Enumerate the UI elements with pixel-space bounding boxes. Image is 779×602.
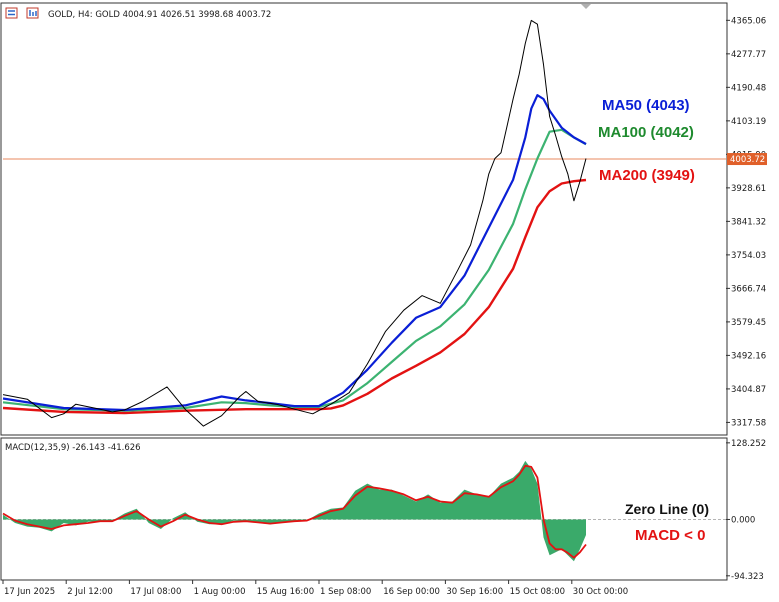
price-tick-label: 3754.03 [731, 251, 766, 261]
ma100-label: MA100 (4042) [598, 124, 694, 141]
ma50-line [2, 94, 587, 412]
current-price-value: 4003.72 [730, 155, 765, 165]
time-tick-label: 15 Oct 08:00 [510, 587, 565, 597]
current-price-tag [727, 153, 767, 166]
price-tick-label: 4190.48 [731, 83, 766, 93]
time-tick-label: 1 Aug 00:00 [194, 587, 246, 597]
price-tick-label: 3404.87 [731, 385, 766, 395]
time-tick-label: 30 Oct 00:00 [573, 587, 628, 597]
macd-series-layer [2, 460, 726, 562]
ma200-label: MA200 (3949) [599, 167, 695, 184]
time-tick-label: 16 Sep 00:00 [383, 587, 440, 597]
time-tick-label: 15 Aug 16:00 [257, 587, 314, 597]
chart-properties-icon[interactable] [5, 7, 18, 19]
price-tick-label: 3666.74 [731, 284, 766, 294]
macd-histogram [3, 460, 586, 562]
main-series-layer: 4003.72 [2, 19, 767, 427]
time-tick-label: 1 Sep 08:00 [320, 587, 371, 597]
time-tick-label: 17 Jun 2025 [4, 587, 55, 597]
price-tick-label: 4103.19 [731, 117, 766, 127]
price-tick-label: 3841.32 [731, 217, 766, 227]
macd-tick-label: 128.252 [731, 439, 766, 449]
price-tick-label: 3492.16 [731, 351, 766, 361]
price-series-line [2, 19, 587, 427]
macd-signal-line [2, 464, 587, 559]
main-price-axis: 4365.064277.774190.484103.194015.903928.… [726, 16, 766, 428]
macd-header: MACD(12,35,9) -26.143 -41.626 [5, 443, 141, 453]
zero-line-label: Zero Line (0) [625, 501, 709, 517]
time-axis: 17 Jun 2025 2 Jul 12:00 17 Jul 08:00 1 Aug … [2, 580, 628, 597]
macd-negative-label: MACD < 0 [635, 527, 705, 544]
macd-tick-label: 0.000 [731, 515, 755, 525]
shift-marker-icon[interactable] [581, 4, 591, 9]
symbol-header: GOLD, H4: GOLD 4004.91 4026.51 3998.68 4… [48, 10, 271, 20]
time-tick-label: 30 Sep 16:00 [446, 587, 503, 597]
macd-value-axis: 128.252 0.000 -94.323 [726, 439, 766, 582]
chart-toolbar-icons[interactable] [5, 7, 39, 19]
price-tick-label: 4277.77 [731, 50, 766, 60]
ma100-line [2, 128, 587, 412]
time-tick-label: 2 Jul 12:00 [67, 587, 113, 597]
ma200-line [2, 178, 587, 415]
main-chart-frame [0, 2, 728, 436]
price-tick-label: 4365.06 [731, 16, 766, 26]
price-tick-label: 3317.58 [731, 418, 766, 428]
price-tick-label: 3579.45 [731, 318, 766, 328]
time-tick-label: 17 Jul 08:00 [130, 587, 181, 597]
macd-tick-label: -94.323 [731, 572, 764, 582]
ma50-label: MA50 (4043) [602, 97, 690, 114]
price-tick-label: 3928.61 [731, 184, 766, 194]
